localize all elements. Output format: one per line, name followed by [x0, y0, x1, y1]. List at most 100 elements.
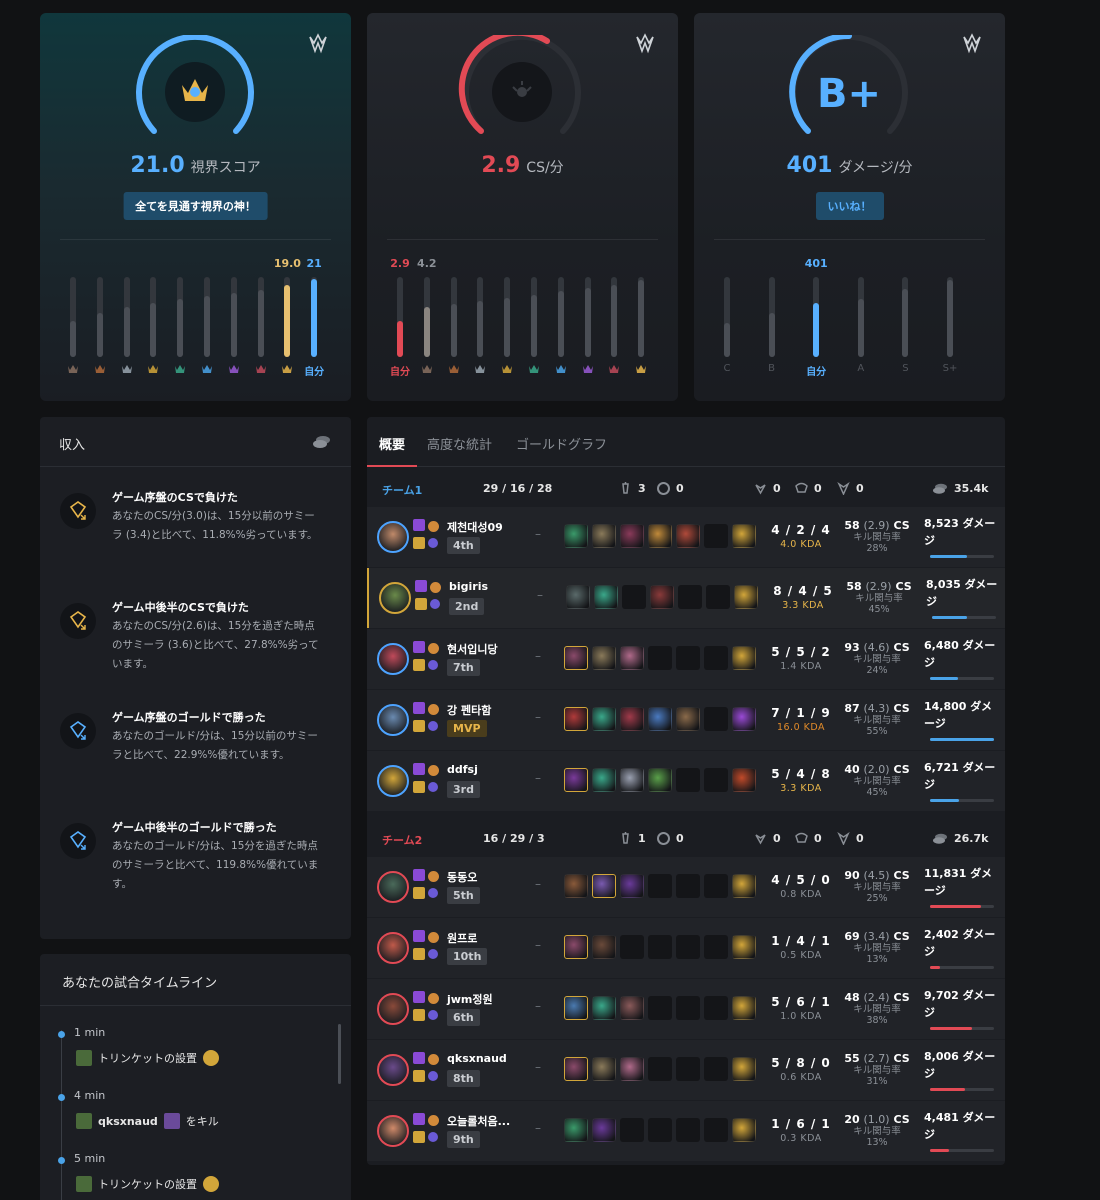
item-slot[interactable] [676, 874, 700, 898]
player-row[interactable]: jwm정원 6th – 5 / 6 / 1 1.0 KDA 48 (2.4) C… [367, 979, 1005, 1039]
item-slot[interactable] [564, 996, 588, 1020]
item-slot[interactable] [704, 1057, 728, 1081]
item-slot[interactable] [592, 935, 616, 959]
champion-portrait[interactable] [377, 521, 409, 553]
item-slot[interactable] [564, 524, 588, 548]
item-slot[interactable] [704, 524, 728, 548]
item-slot[interactable] [620, 646, 644, 670]
player-row[interactable]: qksxnaud 8th – 5 / 8 / 0 0.6 KDA 55 (2.7… [367, 1040, 1005, 1100]
champion-portrait[interactable] [377, 1054, 409, 1086]
trinket-slot[interactable] [732, 1118, 756, 1142]
item-slot[interactable] [704, 996, 728, 1020]
player-row[interactable]: 제천대성09 4th – 4 / 2 / 4 4.0 KDA 58 (2.9) … [367, 507, 1005, 567]
item-slot[interactable] [676, 996, 700, 1020]
item-slot[interactable] [592, 996, 616, 1020]
champion-portrait[interactable] [377, 704, 409, 736]
player-row[interactable]: 원프로 10th – 1 / 4 / 1 0.5 KDA 69 (3.4) CS… [367, 918, 1005, 978]
item-slot[interactable] [620, 1057, 644, 1081]
item-slot[interactable] [704, 935, 728, 959]
item-slot[interactable] [676, 646, 700, 670]
champion-portrait[interactable] [377, 643, 409, 675]
item-slot[interactable] [620, 1118, 644, 1142]
item-slot[interactable] [648, 996, 672, 1020]
tab-overview[interactable]: 概要 [379, 438, 406, 453]
champion-portrait[interactable] [377, 932, 409, 964]
item-slot[interactable] [620, 768, 644, 792]
player-name[interactable]: 제천대성09 [447, 521, 503, 534]
item-slot[interactable] [594, 585, 618, 609]
tab-advanced-stats[interactable]: 高度な統計 [427, 438, 493, 453]
item-slot[interactable] [648, 935, 672, 959]
item-slot[interactable] [622, 585, 646, 609]
item-slot[interactable] [564, 1057, 588, 1081]
item-slot[interactable] [592, 1118, 616, 1142]
player-name[interactable]: 동동오 [447, 871, 478, 884]
item-slot[interactable] [648, 1118, 672, 1142]
item-slot[interactable] [704, 1118, 728, 1142]
tab-gold-graph[interactable]: ゴールドグラフ [516, 438, 608, 453]
item-slot[interactable] [564, 646, 588, 670]
item-slot[interactable] [592, 768, 616, 792]
trinket-slot[interactable] [732, 646, 756, 670]
item-slot[interactable] [564, 1118, 588, 1142]
player-row[interactable]: bigiris 2nd – 8 / 4 / 5 3.3 KDA 58 (2.9)… [367, 568, 1005, 628]
item-slot[interactable] [564, 935, 588, 959]
item-slot[interactable] [704, 874, 728, 898]
player-name[interactable]: jwm정원 [447, 993, 493, 1006]
trinket-slot[interactable] [732, 996, 756, 1020]
item-slot[interactable] [704, 646, 728, 670]
item-slot[interactable] [704, 707, 728, 731]
trinket-slot[interactable] [732, 768, 756, 792]
item-slot[interactable] [592, 1057, 616, 1081]
player-row[interactable]: 동동오 5th – 4 / 5 / 0 0.8 KDA 90 (4.5) CS … [367, 857, 1005, 917]
player-row[interactable]: 현서입니당 7th – 5 / 5 / 2 1.4 KDA 93 (4.6) C… [367, 629, 1005, 689]
item-slot[interactable] [620, 524, 644, 548]
item-slot[interactable] [620, 935, 644, 959]
item-slot[interactable] [648, 707, 672, 731]
item-slot[interactable] [620, 874, 644, 898]
item-slot[interactable] [704, 768, 728, 792]
item-slot[interactable] [592, 524, 616, 548]
trinket-slot[interactable] [732, 1057, 756, 1081]
item-slot[interactable] [650, 585, 674, 609]
trinket-slot[interactable] [732, 707, 756, 731]
item-slot[interactable] [592, 874, 616, 898]
player-row[interactable]: 오늘롤처음... 9th – 1 / 6 / 1 0.3 KDA 20 (1.0… [367, 1101, 1005, 1161]
item-slot[interactable] [676, 935, 700, 959]
player-name[interactable]: qksxnaud [447, 1052, 507, 1065]
player-row[interactable]: ddfsj 3rd – 5 / 4 / 8 3.3 KDA 40 (2.0) C… [367, 751, 1005, 811]
item-slot[interactable] [620, 707, 644, 731]
item-slot[interactable] [676, 707, 700, 731]
timeline-scrollbar[interactable] [338, 1024, 341, 1084]
player-name[interactable]: 원프로 [447, 932, 478, 945]
item-slot[interactable] [592, 707, 616, 731]
champion-portrait[interactable] [377, 993, 409, 1025]
player-row[interactable]: 강 펜타함 MVP – 7 / 1 / 9 16.0 KDA 87 (4.3) … [367, 690, 1005, 750]
trinket-slot[interactable] [734, 585, 758, 609]
item-slot[interactable] [648, 646, 672, 670]
item-slot[interactable] [648, 1057, 672, 1081]
champion-portrait[interactable] [379, 582, 411, 614]
item-slot[interactable] [648, 768, 672, 792]
item-slot[interactable] [564, 768, 588, 792]
item-slot[interactable] [592, 646, 616, 670]
player-name[interactable]: bigiris [449, 580, 489, 593]
item-slot[interactable] [564, 874, 588, 898]
item-slot[interactable] [678, 585, 702, 609]
trinket-slot[interactable] [732, 935, 756, 959]
player-name[interactable]: 현서입니당 [447, 643, 498, 656]
item-slot[interactable] [566, 585, 590, 609]
champion-portrait[interactable] [377, 871, 409, 903]
player-name[interactable]: 강 펜타함 [447, 704, 492, 717]
item-slot[interactable] [676, 524, 700, 548]
item-slot[interactable] [648, 874, 672, 898]
player-name[interactable]: ddfsj [447, 763, 478, 776]
item-slot[interactable] [620, 996, 644, 1020]
item-slot[interactable] [676, 1057, 700, 1081]
item-slot[interactable] [706, 585, 730, 609]
item-slot[interactable] [564, 707, 588, 731]
item-slot[interactable] [648, 524, 672, 548]
champion-portrait[interactable] [377, 765, 409, 797]
player-name[interactable]: 오늘롤처음... [447, 1115, 511, 1128]
item-slot[interactable] [676, 768, 700, 792]
